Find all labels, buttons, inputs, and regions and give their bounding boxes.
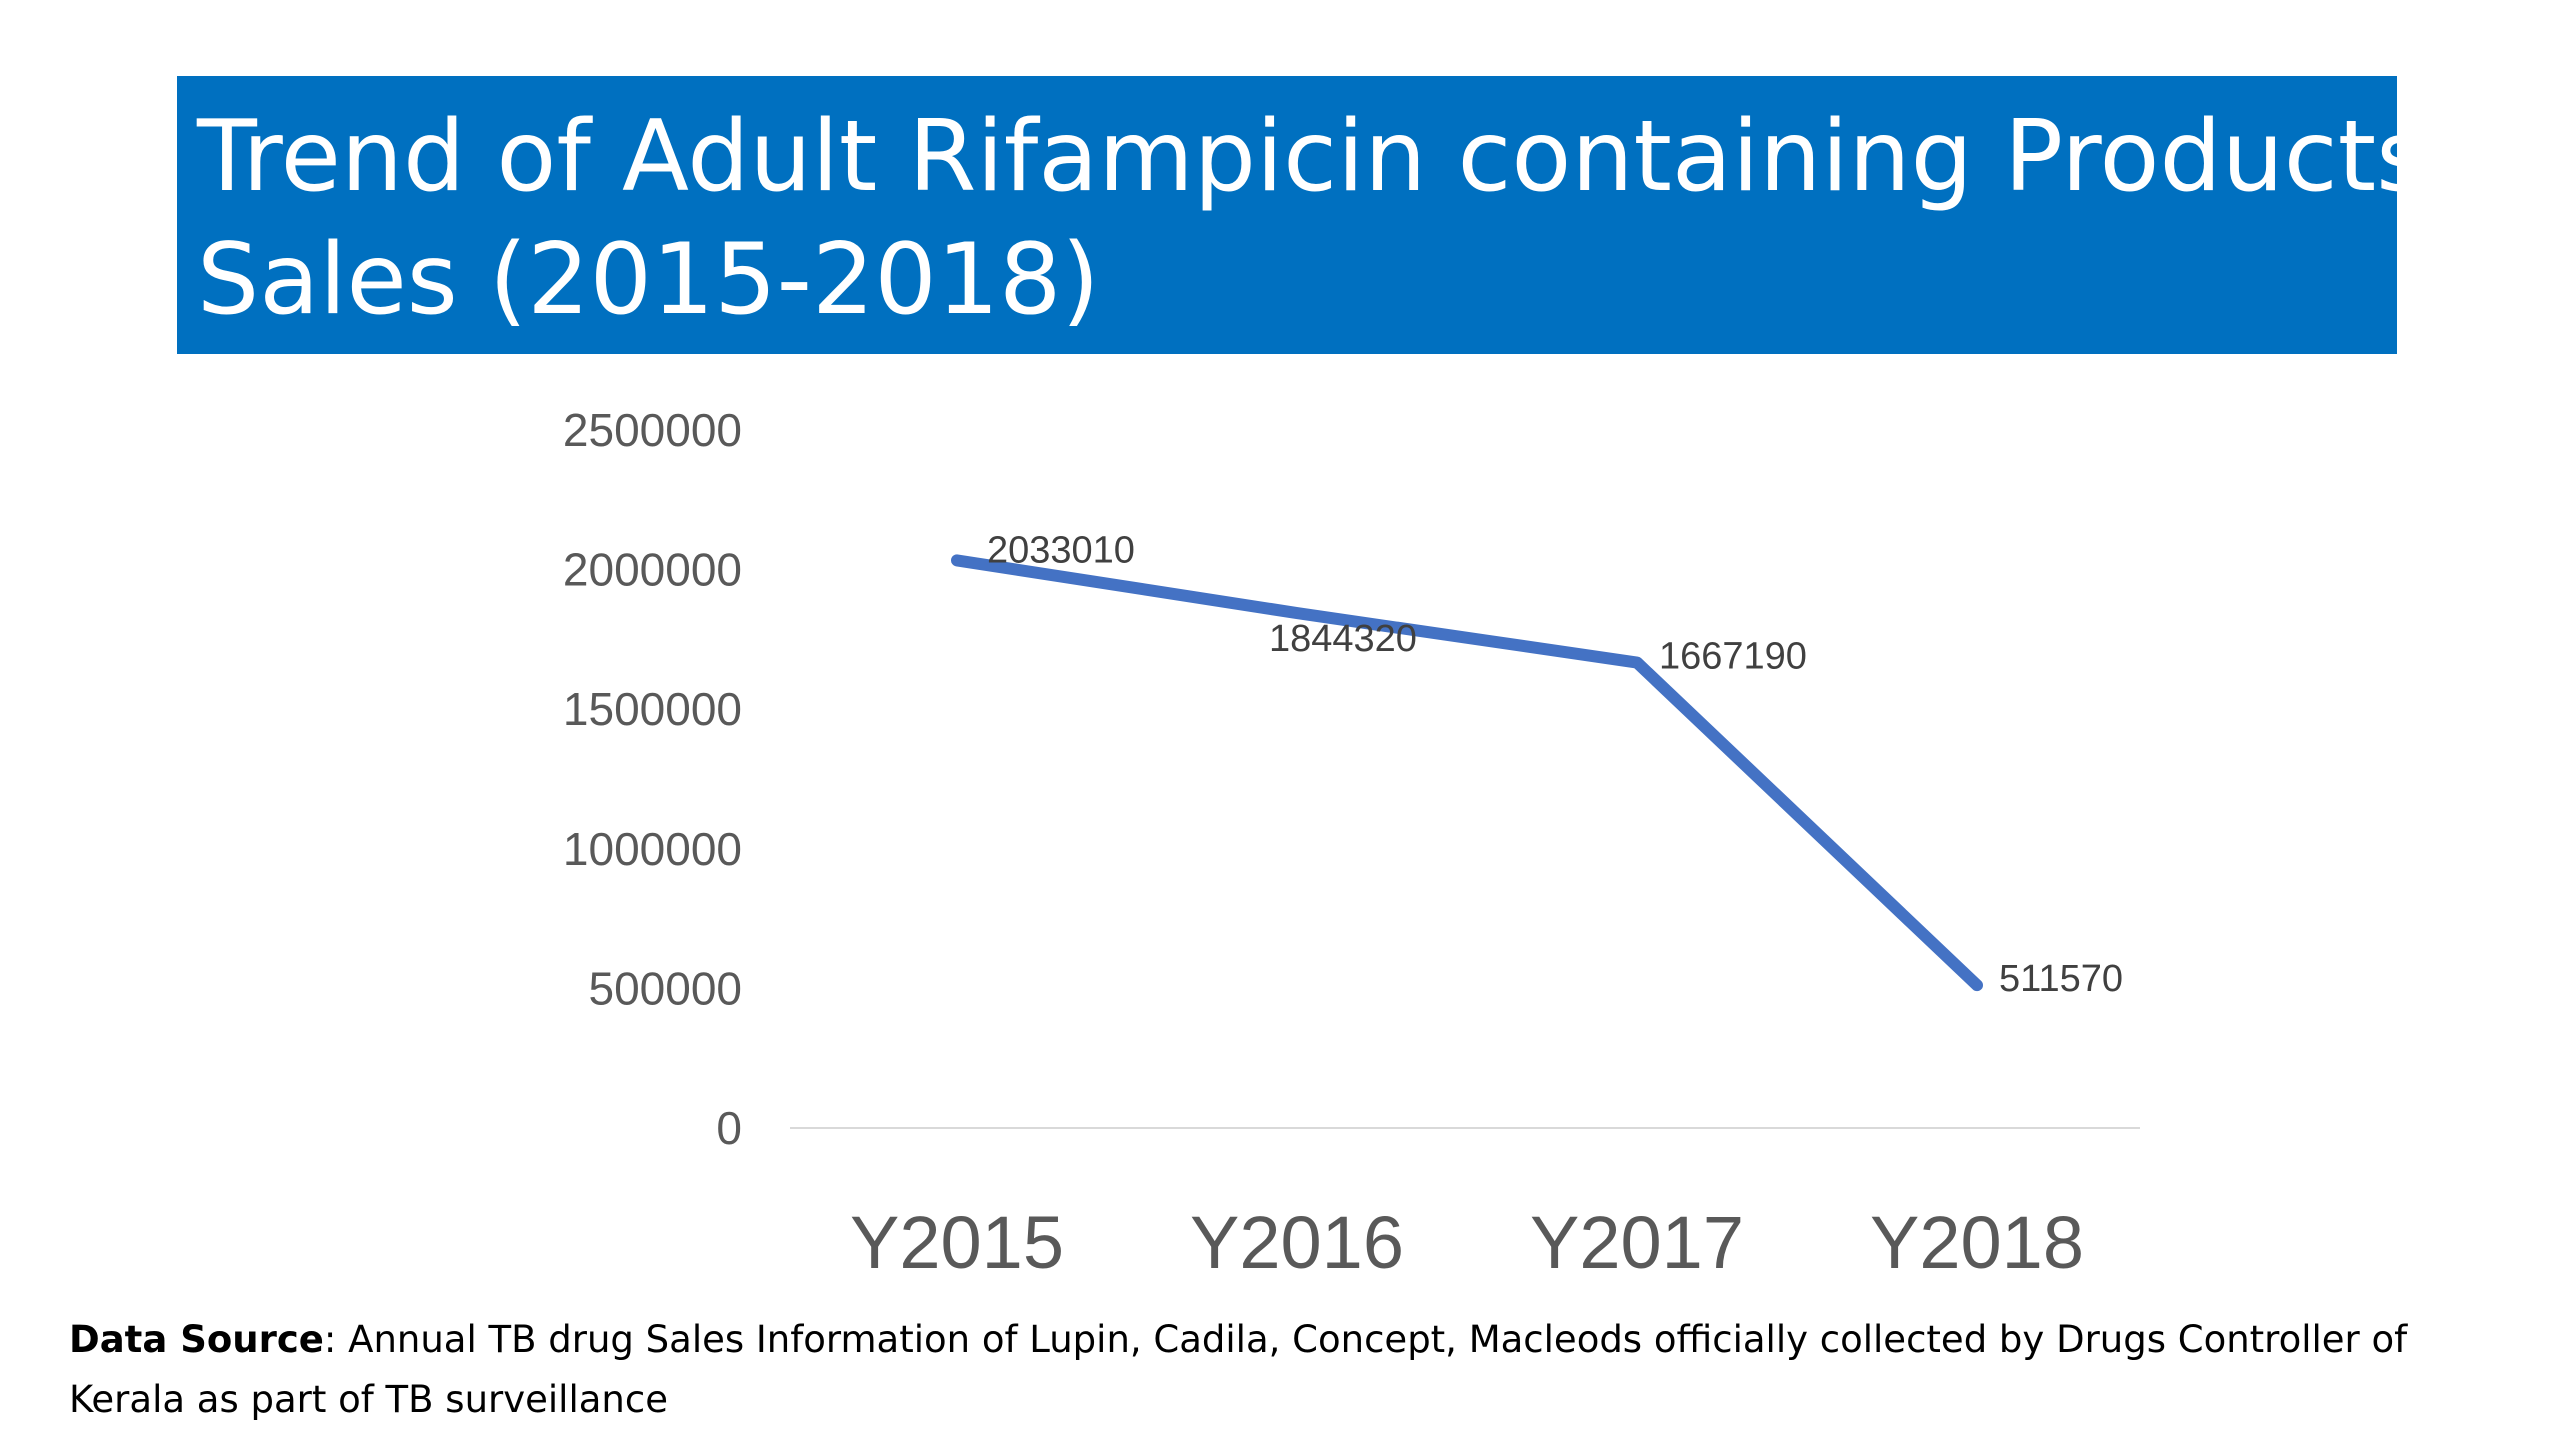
x-tick-label: Y2015 — [850, 1201, 1064, 1284]
source-separator: : — [323, 1318, 337, 1361]
data-label: 1667190 — [1659, 636, 1807, 678]
source-text: Annual TB drug Sales Information of Lupi… — [69, 1318, 2408, 1421]
source-label: Data Source — [69, 1318, 324, 1361]
y-tick-label: 500000 — [589, 962, 743, 1014]
series-line — [951, 554, 1983, 992]
data-source-note: Data Source: Annual TB drug Sales Inform… — [69, 1310, 2509, 1430]
x-axis-ticks: Y2015 Y2016 Y2017 Y2018 — [850, 1201, 2084, 1284]
data-labels: 2033010 1844320 1667190 511570 — [987, 529, 2123, 1000]
y-tick-label: 2000000 — [563, 544, 742, 596]
y-tick-label: 1000000 — [563, 823, 742, 875]
x-tick-label: Y2017 — [1530, 1201, 1744, 1284]
x-tick-label: Y2016 — [1190, 1201, 1404, 1284]
data-label: 511570 — [1999, 958, 2123, 1000]
chart-title-line-1: Trend of Adult Rifampicin containing Pro… — [197, 100, 2428, 214]
x-tick-label: Y2018 — [1870, 1201, 2084, 1284]
line-chart: 0 500000 1000000 1500000 2000000 2500000 Y201… — [563, 404, 2140, 1284]
y-tick-label: 2500000 — [563, 404, 742, 456]
data-label: 2033010 — [987, 529, 1135, 571]
data-label: 1844320 — [1269, 618, 1417, 660]
y-tick-label: 1500000 — [563, 683, 742, 735]
y-tick-label: 0 — [716, 1102, 742, 1154]
title-banner: Trend of Adult Rifampicin containing Pro… — [177, 76, 2428, 354]
y-axis-ticks: 0 500000 1000000 1500000 2000000 2500000 — [563, 404, 742, 1154]
chart-title-line-2: Sales (2015-2018) — [197, 223, 1100, 337]
